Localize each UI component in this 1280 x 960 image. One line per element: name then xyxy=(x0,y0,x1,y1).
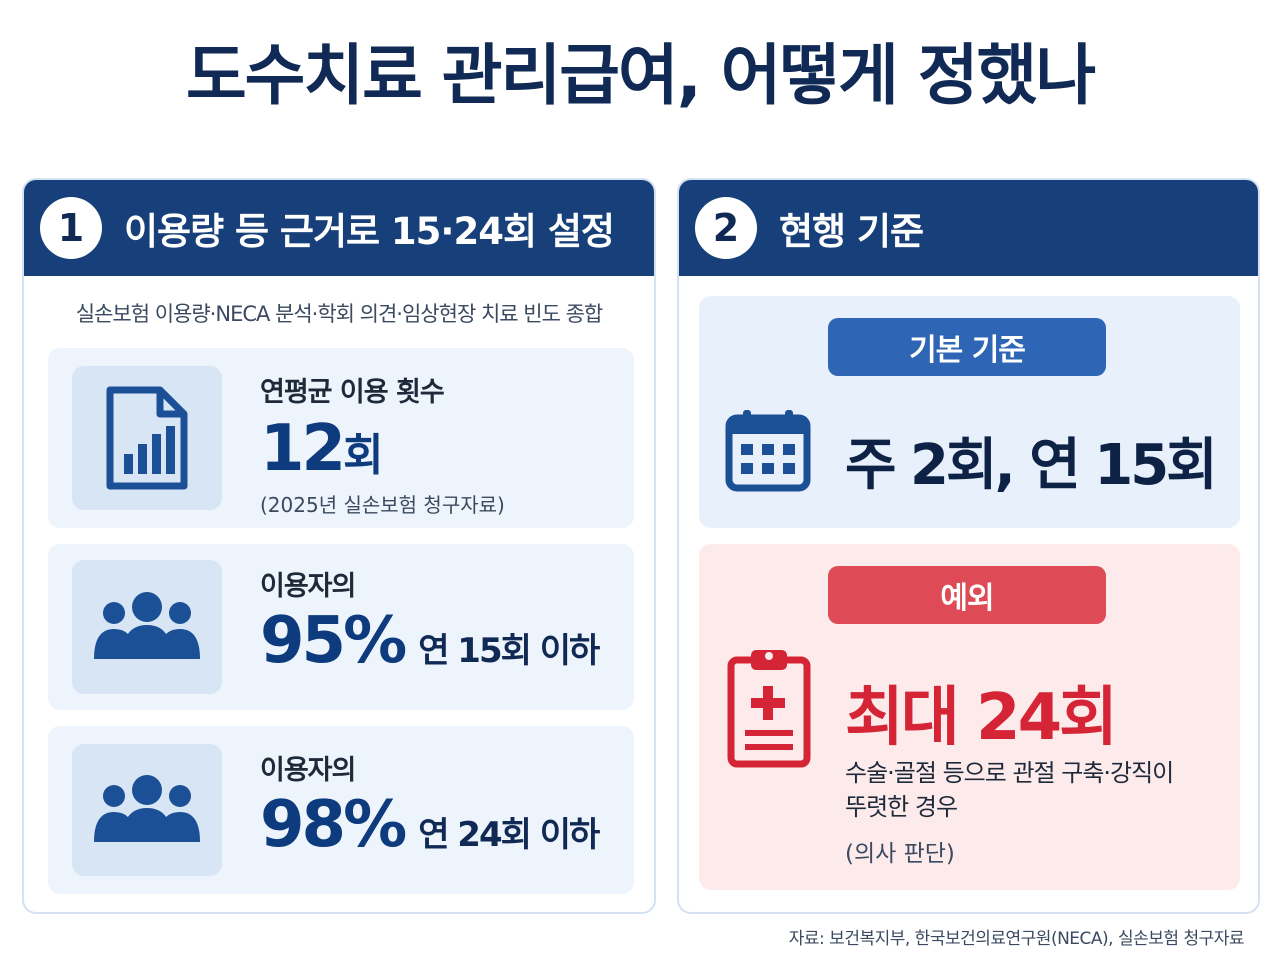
calendar-icon xyxy=(725,408,811,496)
panel-current-criteria: 2 현행 기준 기본 기준 주 2회, 연 15회 예외 xyxy=(677,178,1260,914)
users-group-icon xyxy=(72,744,222,876)
panel-subtitle: 실손보험 이용량·NECA 분석·학회 의견·임상현장 치료 빈도 종합 xyxy=(75,302,603,326)
stat-card-98-percent: 이용자의 98% 연 24회 이하 xyxy=(48,726,634,894)
stat-unit: % xyxy=(343,788,407,862)
exception-description-line: 수술·골절 등으로 관절 구축·강직이 xyxy=(845,759,1174,787)
stat-number: 98 xyxy=(260,788,346,862)
stat-value: 12회 xyxy=(260,417,505,481)
page-title: 도수치료 관리급여, 어떻게 정했나 xyxy=(185,37,1096,114)
stat-unit: 회 xyxy=(343,430,383,481)
stat-description: 연 15회 이하 xyxy=(418,631,600,671)
stat-label: 연평균 이용 횟수 xyxy=(260,377,445,408)
exception-description-line: 뚜렷한 경우 xyxy=(845,793,958,821)
basic-criteria-value: 주 2회, 연 15회 xyxy=(845,433,1218,498)
exception-box: 예외 최대 24회 수술·골절 등으로 관절 구축·강직이 뚜렷한 경우 (의사… xyxy=(699,544,1240,890)
stat-number: 12 xyxy=(260,412,346,486)
basic-criteria-box: 기본 기준 주 2회, 연 15회 xyxy=(699,296,1240,528)
source-citation: 자료: 보건복지부, 한국보건의료연구원(NECA), 실손보험 청구자료 xyxy=(788,929,1245,949)
panel-header: 1 이용량 등 근거로 15·24회 설정 xyxy=(24,180,654,276)
stat-value: 95% 연 15회 이하 xyxy=(260,604,600,678)
exception-description: 수술·골절 등으로 관절 구축·강직이 뚜렷한 경우 xyxy=(845,756,1174,824)
stat-description: 연 24회 이하 xyxy=(418,815,600,855)
panel-number-badge: 2 xyxy=(695,197,757,259)
exception-label: 예외 xyxy=(828,566,1106,624)
basic-criteria-label: 기본 기준 xyxy=(828,318,1106,376)
panel-title: 이용량 등 근거로 15·24회 설정 xyxy=(124,210,615,253)
panel-header: 2 현행 기준 xyxy=(679,180,1258,276)
panel-usage-basis: 1 이용량 등 근거로 15·24회 설정 실손보험 이용량·NECA 분석·학… xyxy=(22,178,656,914)
stat-label: 이용자의 xyxy=(260,571,356,602)
medical-clipboard-icon xyxy=(727,646,811,772)
stat-label: 이용자의 xyxy=(260,755,356,786)
stat-note: (2025년 실손보험 청구자료) xyxy=(260,493,505,517)
exception-note: (의사 판단) xyxy=(845,841,955,867)
users-group-icon xyxy=(72,560,222,694)
stat-unit: % xyxy=(343,604,407,678)
stat-card-annual-average: 연평균 이용 횟수 12회 (2025년 실손보험 청구자료) xyxy=(48,348,634,528)
panel-number-badge: 1 xyxy=(40,197,102,259)
stat-value: 98% 연 24회 이하 xyxy=(260,788,600,862)
stat-card-95-percent: 이용자의 95% 연 15회 이하 xyxy=(48,544,634,710)
exception-value: 최대 24회 xyxy=(845,681,1118,755)
panel-title: 현행 기준 xyxy=(779,210,924,253)
document-chart-icon xyxy=(72,366,222,510)
stat-number: 95 xyxy=(260,604,346,678)
